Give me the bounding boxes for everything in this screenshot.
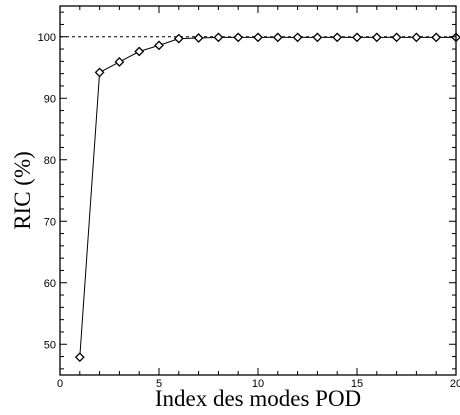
x-tick-label: 15 [351, 378, 363, 390]
x-tick-label: 20 [450, 378, 460, 390]
y-axis-title: RIC (%) [10, 151, 35, 230]
data-point-marker [411, 32, 422, 43]
data-point-marker [233, 32, 244, 43]
y-tick-label: 70 [44, 216, 56, 228]
y-tick-label: 50 [44, 339, 56, 351]
y-tick-label: 90 [44, 93, 56, 105]
data-point-marker [173, 33, 184, 44]
tick-labels-layer: 0 5 10 15 20 50 60 70 80 90 100 [38, 32, 460, 390]
y-tick-label: 60 [44, 278, 56, 290]
series-line [79, 36, 456, 358]
data-point-marker [391, 32, 402, 43]
data-point-marker [134, 46, 145, 57]
data-point-marker [74, 352, 85, 363]
data-point-marker [352, 32, 362, 43]
data-point-marker [332, 32, 343, 43]
data-point-marker [312, 32, 323, 43]
x-tick-label: 0 [57, 378, 63, 390]
data-point-marker [371, 32, 382, 43]
x-axis-title: Index des modes POD [155, 386, 361, 411]
x-tick-label: 10 [252, 378, 264, 390]
data-point-marker [193, 33, 204, 43]
data-point-marker [94, 67, 105, 78]
x-tick-label: 5 [156, 378, 162, 390]
data-point-marker [431, 32, 442, 43]
data-point-marker [154, 40, 164, 51]
series-layer [74, 32, 460, 363]
y-tick-label: 80 [44, 155, 56, 167]
ticks-layer [59, 6, 457, 375]
data-point-marker [292, 32, 303, 43]
data-point-marker [272, 32, 283, 43]
y-tick-label: 100 [38, 32, 56, 44]
data-point-marker [114, 57, 125, 67]
data-point-marker [253, 32, 263, 43]
data-point-marker [213, 32, 224, 43]
